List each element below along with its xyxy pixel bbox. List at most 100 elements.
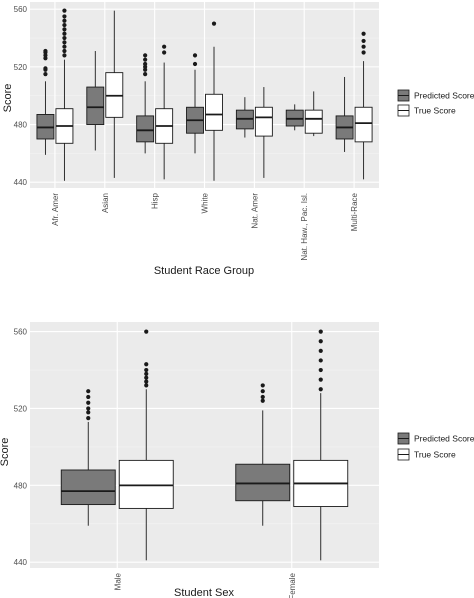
boxplots-sex [60, 329, 349, 561]
y-axis-title-sex: Score [0, 438, 11, 467]
outlier-point [86, 394, 91, 400]
box-predicted-race [136, 53, 155, 154]
box-predicted-race [186, 53, 204, 154]
box-true-race [105, 10, 124, 178]
legend-race: Predicted Score True Score [397, 89, 474, 117]
y-tick-label-race: 560 [14, 5, 28, 14]
outlier-point [62, 18, 67, 23]
x-tick-label-sex: Male [113, 572, 122, 590]
outlier-point [361, 50, 366, 55]
outlier-point [62, 8, 67, 13]
box-true-race [155, 44, 174, 180]
y-tick-label-sex: 480 [14, 481, 28, 490]
outlier-point [318, 329, 323, 334]
outlier-point [144, 371, 149, 376]
x-axis-title-race: Student Race Group [154, 265, 254, 277]
box-predicted-sex [235, 383, 291, 526]
outlier-point [62, 14, 67, 19]
outlier-point [260, 383, 265, 388]
outlier-point [62, 27, 67, 32]
box-predicted-race [86, 51, 105, 151]
outlier-point [86, 415, 91, 421]
outlier-point [62, 40, 67, 45]
outlier-point [143, 57, 148, 62]
outlier-point [318, 358, 323, 363]
iqr-box [304, 109, 323, 134]
outlier-point [318, 387, 323, 392]
outlier-point [318, 367, 323, 373]
outlier-point [43, 56, 48, 61]
box-predicted-sex [60, 389, 116, 526]
x-tick-label-race: Nat. Haw., Pac. Isl. [300, 193, 309, 261]
outlier-point [361, 31, 366, 36]
gridlines-race [30, 2, 379, 188]
outlier-point [162, 44, 167, 49]
outlier-point [143, 67, 148, 72]
outlier-point [361, 38, 366, 44]
outlier-point [86, 389, 91, 394]
outlier-point [144, 383, 149, 388]
box-true-race [354, 31, 373, 180]
outlier-point [361, 44, 366, 49]
outlier-point [62, 31, 67, 36]
outlier-point [144, 367, 149, 373]
box-predicted-race [335, 76, 354, 152]
outlier-point [62, 35, 67, 41]
y-tick-label-sex: 440 [14, 558, 28, 567]
outlier-point [192, 53, 198, 58]
iqr-box [254, 106, 273, 137]
race-group-chart: 440 480 520 560 Afr. Amer Asian Hisp White Nat.… [2, 2, 474, 277]
iqr-box [354, 106, 373, 143]
outlier-point [144, 375, 149, 380]
iqr-box [60, 469, 116, 506]
x-axis-ticks-sex: Male Female [113, 572, 297, 598]
box-predicted-race [235, 97, 254, 138]
legend-label-true-sex: True Score [414, 450, 456, 460]
plot-panel-sex [30, 322, 379, 568]
y-axis-title-race: Score [2, 84, 14, 113]
boxplots-race [36, 8, 373, 181]
box-true-sex [118, 329, 174, 561]
outlier-point [211, 21, 217, 26]
outlier-point [43, 53, 48, 58]
x-tick-label-race: White [201, 192, 210, 213]
outlier-point [143, 53, 148, 58]
outlier-point [260, 398, 265, 403]
x-tick-label-race: Nat. Amer [250, 193, 259, 229]
outlier-point [62, 53, 67, 58]
iqr-box [205, 93, 223, 131]
outlier-point [86, 400, 91, 405]
x-tick-label-race: Multi-Race [350, 192, 359, 231]
iqr-box [136, 115, 155, 143]
legend-label-true-race: True Score [414, 106, 456, 116]
outlier-point [260, 394, 265, 400]
outlier-point [86, 410, 91, 415]
outlier-point [62, 48, 67, 54]
legend-sex: Predicted Score True Score [397, 432, 474, 461]
outlier-point [43, 66, 48, 71]
x-tick-label-race: Afr. Amer [51, 193, 60, 226]
x-axis-title-sex: Student Sex [174, 587, 234, 598]
outlier-point [260, 389, 265, 394]
outlier-point [144, 329, 149, 334]
outlier-point [143, 61, 148, 67]
outlier-point [62, 22, 67, 28]
y-tick-label-sex: 560 [14, 328, 28, 337]
x-tick-label-race: Hisp [151, 192, 160, 209]
legend-label-predicted-race: Predicted Score [414, 91, 474, 101]
legend-label-predicted-sex: Predicted Score [414, 434, 474, 444]
x-axis-ticks-race: Afr. Amer Asian Hisp White Nat. Amer Nat. Haw… [51, 192, 359, 260]
outlier-point [144, 379, 149, 384]
outlier-point [86, 406, 91, 411]
outlier-point [162, 50, 167, 55]
box-true-race [55, 8, 74, 181]
box-predicted-race [36, 48, 55, 155]
iqr-box [118, 459, 174, 509]
y-axis-ticks-sex: 440 480 520 560 [14, 328, 28, 568]
outlier-point [192, 61, 198, 67]
outlier-point [62, 44, 67, 49]
y-tick-label-sex: 520 [14, 404, 28, 413]
y-axis-ticks-race: 440 480 520 560 [14, 5, 28, 187]
outlier-point [143, 64, 148, 69]
